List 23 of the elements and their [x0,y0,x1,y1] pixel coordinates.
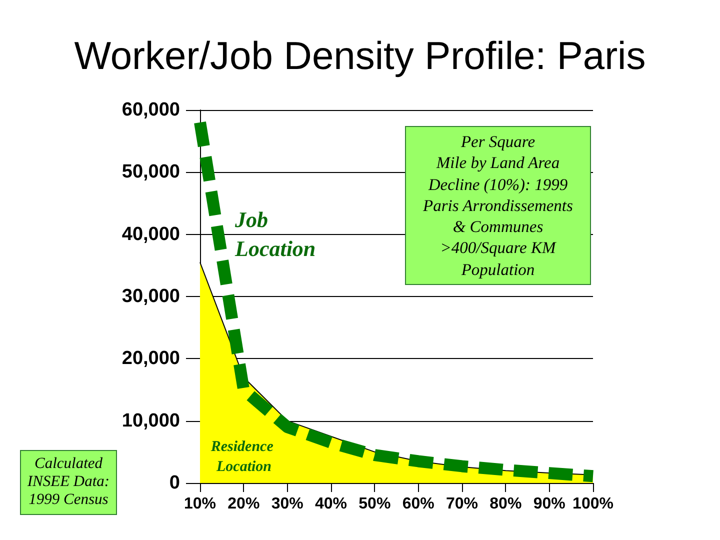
y-tick-label: 30,000 [122,286,180,307]
y-tick-label: 0 [169,472,180,494]
x-tick-label: 40% [314,496,348,512]
y-tick-label: 50,000 [122,162,180,183]
note-box: Per Square Mile by Land Area Decline (10%): 1999 Paris Arrondissements & Communes >400/Square KM Population [405,126,591,285]
y-tick-label: 40,000 [122,224,180,245]
x-tick-label: 30% [271,496,304,512]
x-tick-label: 10% [184,496,216,512]
note-box: Calculated INSEE Data: 1999 Census [20,450,117,515]
x-tick-label: 20% [228,496,260,512]
y-tick-label: 20,000 [122,348,180,370]
series-label: Job Location [234,207,316,261]
y-tick-label: 10,000 [122,410,180,432]
x-tick-label: 50% [358,496,391,512]
x-tick-label: 80% [490,496,522,512]
x-tick-label: 70% [446,496,478,512]
x-tick-label: 60% [402,496,434,512]
y-tick-label: 60,000 [122,100,180,120]
series-label: Residence Location [210,439,278,475]
x-tick-label: 100% [572,496,614,512]
chart-title: Worker/Job Density Profile: Paris [74,35,646,78]
x-tick-label: 90% [533,496,566,512]
annotation: Per Square Mile by Land Area Decline (10%): 1999 Paris Arrondissements & Communes >400/Square KM Population [423,132,573,279]
